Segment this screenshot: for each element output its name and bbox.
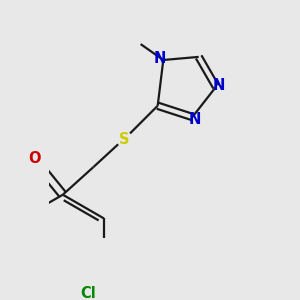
Text: N: N xyxy=(154,50,166,65)
Text: O: O xyxy=(28,151,40,166)
Text: N: N xyxy=(188,112,200,127)
Text: S: S xyxy=(119,132,129,147)
Text: Cl: Cl xyxy=(80,286,96,300)
Text: N: N xyxy=(213,78,225,93)
